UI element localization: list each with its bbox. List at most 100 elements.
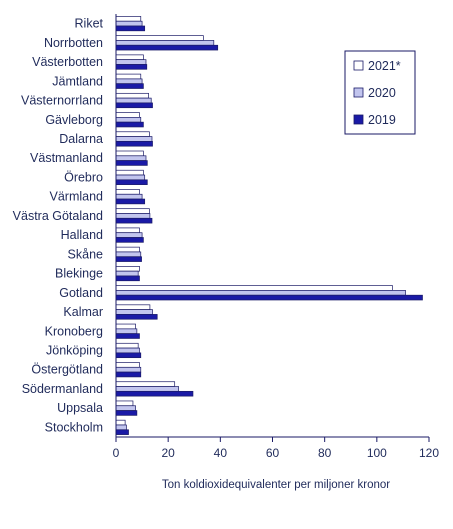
- category-label: Jönköping: [46, 343, 103, 357]
- bar-2020-4: [115, 97, 152, 104]
- category-label: Västmanland: [30, 151, 103, 165]
- category-label: Kronoberg: [45, 324, 103, 338]
- bar-2020-12: [115, 251, 142, 258]
- bar-2019-12: [115, 256, 142, 262]
- bars-group: [115, 16, 423, 435]
- bar-2020-9: [115, 193, 143, 200]
- bar-2019-4: [115, 102, 153, 109]
- bar-2021-5: [115, 112, 140, 118]
- category-label: Östergötland: [31, 363, 103, 377]
- bar-2020-10: [115, 213, 151, 219]
- category-label: Södermanland: [22, 382, 103, 396]
- bar-2020-19: [115, 386, 179, 392]
- category-label: Blekinge: [55, 267, 103, 281]
- bar-2019-10: [115, 217, 153, 224]
- bar-2021-15: [115, 304, 151, 310]
- bar-2019-6: [115, 141, 153, 147]
- bar-2021-11: [115, 227, 140, 234]
- category-label: Halland: [61, 228, 103, 242]
- bar-2019-7: [115, 160, 148, 166]
- x-tick-label: 40: [214, 446, 228, 460]
- bar-2021-6: [115, 131, 150, 137]
- bar-2019-1: [115, 44, 219, 51]
- bar-2019-18: [115, 371, 142, 378]
- legend-label-2020: 2020: [368, 86, 396, 100]
- bar-2019-17: [115, 352, 142, 359]
- category-label: Värmland: [50, 190, 104, 204]
- bar-2019-3: [115, 83, 144, 89]
- x-tick-label: 0: [113, 446, 120, 460]
- bar-2021-14: [115, 285, 393, 291]
- category-label: Gävleborg: [45, 113, 103, 127]
- bar-2021-19: [115, 381, 176, 387]
- bar-2019-5: [115, 121, 144, 128]
- category-label: Norrbotten: [44, 36, 103, 50]
- bar-2021-0: [115, 16, 142, 22]
- category-label: Skåne: [68, 247, 103, 261]
- bar-2020-14: [115, 290, 406, 296]
- bar-2019-9: [115, 198, 146, 205]
- bar-2021-2: [115, 54, 144, 61]
- category-label: Gotland: [59, 286, 103, 300]
- bar-2020-8: [115, 174, 146, 181]
- bar-2021-20: [115, 400, 134, 407]
- x-tick-label: 80: [318, 446, 332, 460]
- bar-2021-3: [115, 73, 142, 80]
- category-label: Västra Götaland: [13, 209, 103, 223]
- bar-2021-9: [115, 189, 140, 195]
- category-label: Jämtland: [52, 74, 103, 88]
- bar-2019-0: [115, 25, 146, 32]
- category-label: Kalmar: [63, 305, 103, 319]
- x-ticks: 0 20 40 60 80 100 120: [113, 437, 439, 460]
- category-label: Västerbotten: [32, 55, 103, 69]
- category-label: Riket: [75, 17, 104, 31]
- legend: 2021* 2020 2019: [344, 50, 416, 135]
- bar-2019-19: [115, 390, 194, 397]
- category-label: Västernorrland: [21, 94, 103, 108]
- bar-2020-15: [115, 309, 153, 315]
- x-tick-label: 100: [367, 446, 387, 460]
- bar-2021-10: [115, 208, 150, 214]
- bar-2020-17: [115, 347, 140, 354]
- x-tick-label: 60: [266, 446, 280, 460]
- bar-2019-21: [115, 429, 129, 435]
- bar-2019-13: [115, 275, 140, 282]
- bar-2021-17: [115, 342, 139, 349]
- legend-label-2019: 2019: [368, 113, 396, 127]
- category-label: Örebro: [64, 170, 103, 184]
- bar-2019-2: [115, 64, 148, 70]
- bar-2020-0: [115, 20, 143, 27]
- bar-2021-21: [115, 419, 126, 426]
- bar-2021-8: [115, 169, 144, 176]
- bar-2019-16: [115, 333, 140, 339]
- bar-2019-11: [115, 237, 144, 243]
- bar-2020-7: [115, 155, 147, 161]
- bar-2020-13: [115, 270, 139, 277]
- bar-2020-3: [115, 78, 143, 85]
- bar-2020-6: [115, 136, 153, 142]
- bar-2021-1: [115, 35, 204, 41]
- legend-swatch-2021: [353, 60, 364, 71]
- legend-label-2021: 2021*: [368, 59, 401, 73]
- bar-2020-18: [115, 366, 142, 373]
- bar-2021-4: [115, 92, 149, 99]
- legend-swatch-2019: [353, 114, 364, 125]
- bar-2021-7: [115, 150, 144, 157]
- category-label: Uppsala: [57, 401, 103, 415]
- category-labels: Riket Norrbotten Västerbotten Jämtland Väste…: [13, 17, 104, 435]
- x-tick-label: 120: [419, 446, 439, 460]
- bar-2019-14: [115, 294, 423, 301]
- bar-2020-16: [115, 328, 138, 335]
- bar-2021-18: [115, 362, 140, 368]
- bar-2020-21: [115, 424, 127, 431]
- bar-2020-2: [115, 59, 147, 65]
- category-label: Dalarna: [59, 132, 103, 146]
- bar-2021-13: [115, 266, 140, 272]
- bar-2020-20: [115, 405, 136, 411]
- bar-2019-20: [115, 410, 138, 416]
- bar-2020-11: [115, 232, 143, 238]
- x-axis-title: Ton koldioxidequivalenter per miljoner k…: [162, 479, 390, 491]
- bar-2021-12: [115, 246, 140, 253]
- bar-2020-1: [115, 40, 215, 46]
